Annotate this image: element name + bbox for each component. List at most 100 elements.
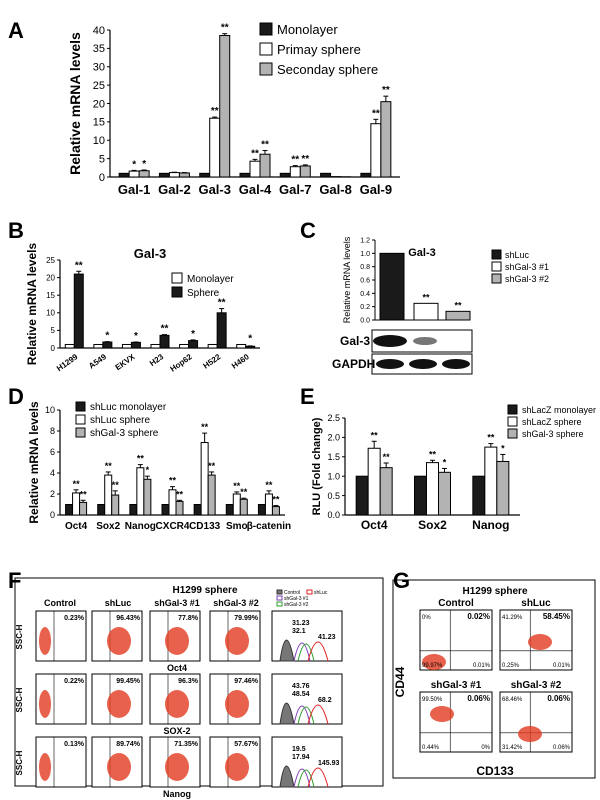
- panel-f-gate-percent: 99.45%: [116, 678, 141, 685]
- panel-a-x-tick-label: Gal-1: [118, 182, 151, 197]
- panel-d-bar: [264, 493, 273, 516]
- panel-g-quadrant-percent: 99.50%: [422, 697, 443, 703]
- panel-d-bar: [104, 474, 113, 516]
- panel-f-hist-curve: [297, 643, 315, 662]
- panel-c-legend-label: shLuc: [505, 250, 530, 260]
- panel-g-quadrant-percent: 0.06%: [553, 745, 571, 751]
- panel-g-x-axis-label: CD133: [476, 764, 514, 778]
- panel-f-dot-cloud: [107, 753, 131, 781]
- panel-g-quadrant-percent: 0.44%: [422, 745, 440, 751]
- panel-c-bar: [413, 302, 439, 321]
- panel-a-y-axis-label: Relative mRNA levels: [67, 32, 83, 175]
- panel-b-significance-mark: *: [134, 331, 138, 342]
- panel-d-significance-mark: *: [146, 465, 150, 475]
- panel-b-y-tick-label: 25: [46, 256, 55, 265]
- panel-d-bar: [136, 467, 145, 516]
- panel-b-x-tick-label: H1299: [55, 352, 80, 373]
- panel-d-bar: [257, 504, 266, 516]
- panel-e-legend-swatch: [507, 428, 518, 439]
- panel-e-significance-mark: **: [487, 433, 495, 443]
- panel-a-significance-mark: *: [142, 159, 146, 170]
- panel-e-y-tick-label: 1.0: [327, 471, 340, 481]
- panel-f-dot-cloud: [225, 753, 249, 781]
- panel-a-significance-mark: **: [382, 85, 390, 96]
- panel-b-bar: [245, 345, 256, 349]
- panel-b-significance-mark: **: [161, 324, 169, 335]
- panel-d-x-tick-label: Sox2: [96, 521, 120, 532]
- panel-e-y-axis-label: RLU (Fold change): [311, 417, 323, 515]
- panel-f-hist-value: 41.23: [318, 634, 336, 641]
- panel-b-x-tick-label: H460: [230, 352, 251, 371]
- panel-a-bar: [370, 123, 382, 178]
- panel-a-significance-mark: **: [221, 23, 229, 34]
- panel-e-y-tick-label: 0.5: [327, 491, 340, 501]
- panel-f-hist-value: 43.76: [292, 683, 310, 690]
- panel-a-y-tick-label: 30: [93, 62, 105, 74]
- panel-e-bar: [367, 447, 381, 516]
- panel-d-legend-swatch: [75, 401, 86, 412]
- panel-b-bar: [179, 343, 190, 349]
- panel-b-legend-label: Sphere: [187, 288, 220, 299]
- panel-f-legend-swatch: [306, 589, 313, 595]
- panel-b-x-tick-label: H522: [201, 352, 222, 371]
- panel-a-bar: [289, 166, 301, 178]
- panel-g-quadrant-percent: 58.45%: [543, 612, 570, 621]
- panel-b-legend-label: Monolayer: [187, 274, 234, 285]
- panel-f-dot-cloud: [165, 690, 189, 718]
- panel-d-y-tick-label: 4: [50, 468, 55, 478]
- panel-c-y-tick-label: 1.0: [360, 251, 370, 258]
- panel-g-plot-title: shGal-3 #1: [431, 680, 482, 691]
- panel-d-bar: [143, 478, 152, 516]
- panel-a-legend-label: Primay sphere: [277, 42, 361, 57]
- panel-e-legend-label: shLacZ sphere: [522, 417, 582, 427]
- panel-c-blot-label: GAPDH: [332, 357, 375, 371]
- panel-d-significance-mark: **: [233, 481, 241, 491]
- panel-g-plot-title: Control: [438, 598, 474, 609]
- panel-a-significance-mark: **: [291, 155, 299, 166]
- panel-b-y-axis-label: Relative mRNA levels: [25, 243, 39, 366]
- panel-c-y-tick-label: 0.0: [360, 318, 370, 325]
- panel-b-y-tick-label: 0: [51, 344, 56, 353]
- panel-e-bar: [355, 475, 369, 516]
- panel-a-significance-mark: **: [301, 154, 309, 165]
- panel-f-dot-cloud: [165, 627, 189, 655]
- panel-a-significance-mark: **: [251, 148, 259, 159]
- panel-d-x-tick-label: Smo: [226, 521, 248, 532]
- panel-b-significance-mark: *: [248, 333, 252, 344]
- panel-f-marker-label: Nanog: [163, 789, 191, 799]
- panel-f-column-label: Control: [44, 598, 76, 608]
- panel-d-legend-swatch: [75, 427, 86, 438]
- panel-f-legend-label: shGal-3 #2: [284, 602, 309, 608]
- panel-e-legend-label: shGal-3 sphere: [522, 429, 584, 439]
- panel-a-legend-swatch: [259, 62, 273, 76]
- panel-label-c: C: [300, 218, 316, 243]
- panel-a-y-tick-label: 25: [93, 80, 105, 92]
- panel-d-bar: [225, 504, 234, 516]
- panel-f-dot-cloud: [107, 627, 131, 655]
- panel-f-hist-value: 68.2: [318, 697, 332, 704]
- panel-c-significance-mark: **: [454, 300, 462, 310]
- panel-g-dot-plot: [419, 691, 493, 753]
- panel-e-y-tick-label: 2.5: [327, 413, 340, 423]
- panel-f-dot-cloud: [39, 690, 51, 718]
- panel-a-x-tick-label: Gal-8: [319, 182, 352, 197]
- panel-b-bar: [64, 343, 75, 349]
- panel-c-blot-gapdh-band: [409, 359, 437, 369]
- panel-f-gate-percent: 71.35%: [174, 741, 199, 748]
- panel-a-x-tick-label: Gal-9: [360, 182, 393, 197]
- panel-a-x-tick-label: Gal-2: [158, 182, 191, 197]
- panel-d-bar: [79, 501, 88, 516]
- panel-f-y-axis-label: SSC-H: [15, 624, 24, 649]
- panel-f-dot-cloud: [107, 690, 131, 718]
- panel-e-legend-label: shLacZ monolayer: [522, 405, 596, 415]
- panel-f-dot-cloud: [39, 627, 51, 655]
- panel-a-bar: [320, 172, 332, 178]
- panel-b-bar: [207, 343, 218, 349]
- panel-f-gate-percent: 0.22%: [64, 678, 85, 685]
- panel-c-significance-mark: **: [422, 292, 430, 302]
- panel-d-y-tick-label: 0: [50, 510, 55, 520]
- panel-g-y-axis-label: CD44: [393, 666, 407, 697]
- panel-a-x-tick-label: Gal-7: [279, 182, 312, 197]
- panel-e-significance-mark: *: [443, 457, 447, 467]
- panel-f-title: H1299 sphere: [172, 585, 237, 596]
